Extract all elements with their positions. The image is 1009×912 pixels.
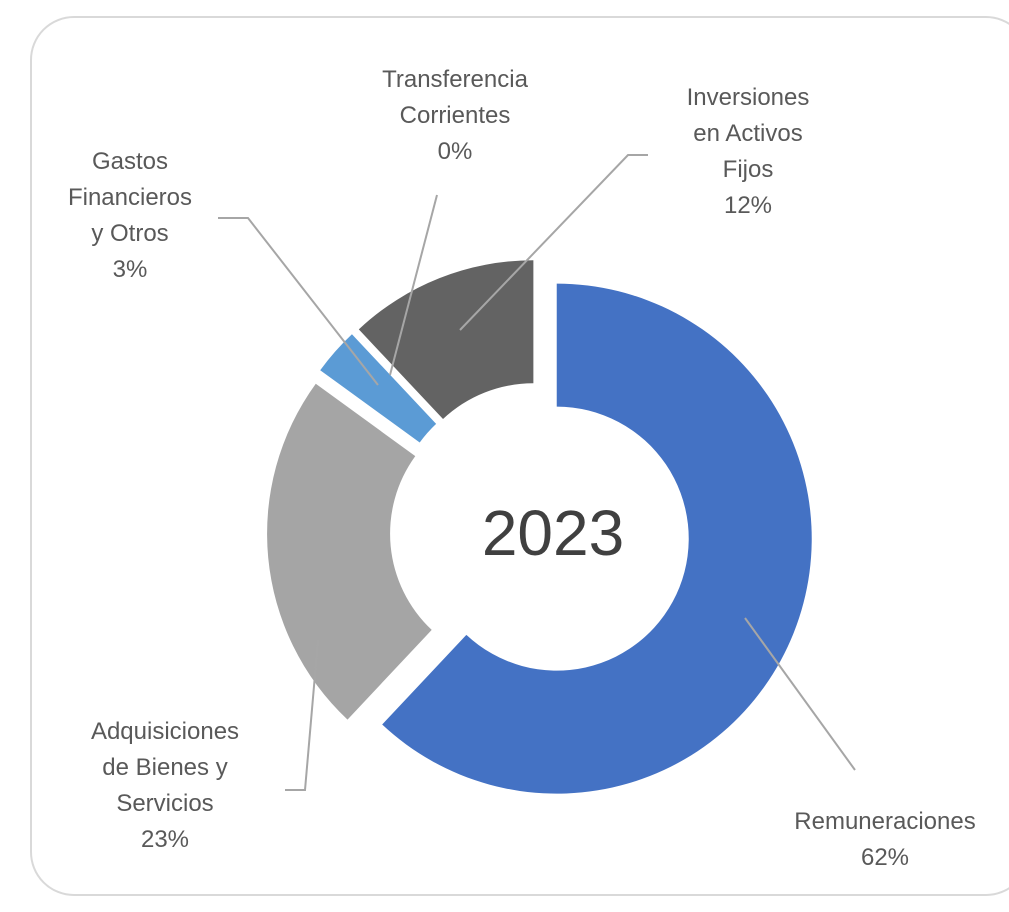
category-label: Transferencia Corrientes xyxy=(382,66,528,129)
value-label: 3% xyxy=(112,256,148,283)
value-label: 62% xyxy=(860,844,910,871)
category-label: Inversiones en Activos Fijos xyxy=(686,84,810,183)
data-label: Inversiones en Activos Fijos 12% xyxy=(673,80,823,224)
center-label: 2023 xyxy=(482,497,624,569)
value-label: 23% xyxy=(140,826,190,853)
leader-line xyxy=(744,617,856,771)
leader-line xyxy=(459,154,648,331)
leader-line xyxy=(218,217,379,386)
data-label: Adquisiciones de Bienes y Servicios 23% xyxy=(75,714,255,858)
category-label: Remuneraciones xyxy=(794,808,976,835)
donut-slice xyxy=(353,332,438,423)
donut-slice xyxy=(267,383,432,720)
data-label: Remuneraciones 62% xyxy=(755,804,1009,876)
value-label: 12% xyxy=(723,192,773,219)
value-label: 0% xyxy=(437,138,473,165)
category-label: Adquisiciones de Bienes y Servicios xyxy=(90,718,240,817)
data-label: Transferencia Corrientes 0% xyxy=(355,62,555,170)
donut-slice xyxy=(382,283,812,794)
donut-slice xyxy=(320,334,437,443)
data-label: Gastos Financieros y Otros 3% xyxy=(65,144,195,288)
category-label: Gastos Financieros y Otros xyxy=(67,148,193,247)
leader-line xyxy=(285,639,319,791)
chart-card xyxy=(30,16,1009,896)
leader-line xyxy=(389,194,438,376)
